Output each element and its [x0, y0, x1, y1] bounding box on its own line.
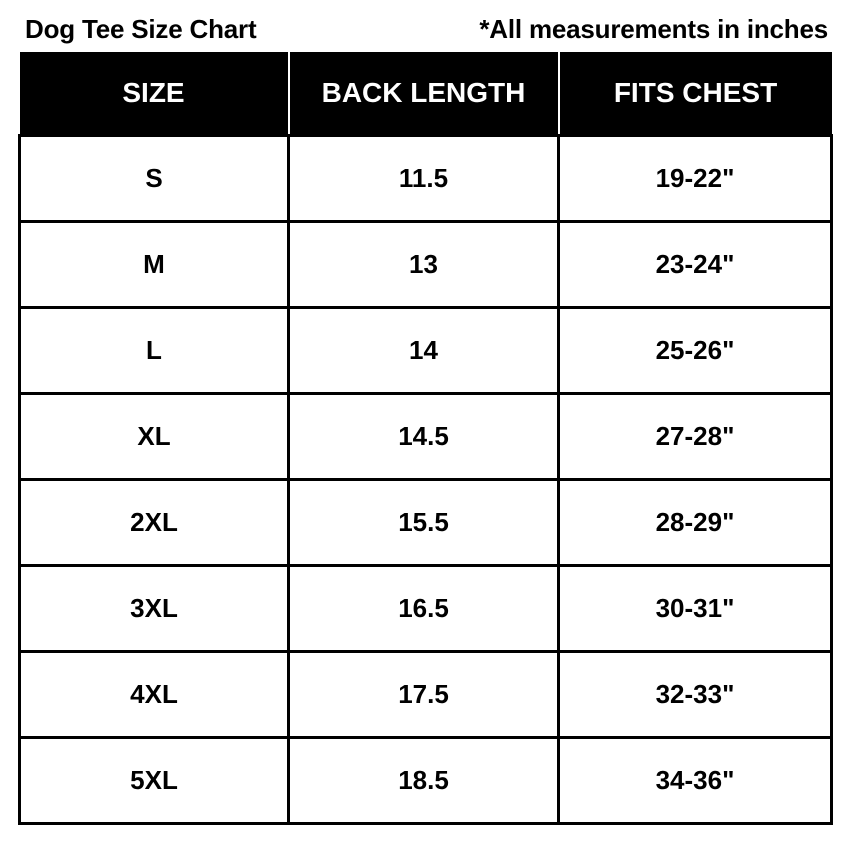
header-fits-chest: FITS CHEST — [557, 52, 832, 136]
table-row: 2XL 15.5 28-29" — [18, 478, 833, 567]
cell-back-length: 18.5 — [287, 736, 560, 825]
measurement-note: *All measurements in inches — [479, 14, 828, 44]
table-row: 3XL 16.5 30-31" — [18, 564, 833, 653]
cell-back-length: 16.5 — [287, 564, 560, 653]
cell-back-length: 11.5 — [287, 134, 560, 223]
table-row: M 13 23-24" — [18, 220, 833, 309]
cell-back-length: 14.5 — [287, 392, 560, 481]
table-row: 4XL 17.5 32-33" — [18, 650, 833, 739]
table-row: L 14 25-26" — [18, 306, 833, 395]
cell-fits-chest: 23-24" — [557, 220, 833, 309]
cell-size: M — [18, 220, 290, 309]
cell-size: L — [18, 306, 290, 395]
chart-title: Dog Tee Size Chart — [25, 14, 257, 44]
size-chart-table: SIZE BACK LENGTH FITS CHEST S 11.5 19-22" M… — [18, 52, 833, 825]
cell-fits-chest: 30-31" — [557, 564, 833, 653]
cell-fits-chest: 32-33" — [557, 650, 833, 739]
cell-back-length: 14 — [287, 306, 560, 395]
cell-size: 5XL — [18, 736, 290, 825]
header-row: SIZE BACK LENGTH FITS CHEST — [19, 52, 832, 136]
header-size: SIZE — [19, 52, 289, 136]
cell-size: S — [18, 134, 290, 223]
cell-fits-chest: 34-36" — [557, 736, 833, 825]
cell-back-length: 15.5 — [287, 478, 560, 567]
cell-fits-chest: 27-28" — [557, 392, 833, 481]
cell-fits-chest: 28-29" — [557, 478, 833, 567]
cell-back-length: 17.5 — [287, 650, 560, 739]
cell-size: 4XL — [18, 650, 290, 739]
table-body: S 11.5 19-22" M 13 23-24" L 14 25-26" XL 14.5 27-28… — [18, 134, 833, 825]
table-row: 5XL 18.5 34-36" — [18, 736, 833, 825]
cell-size: 3XL — [18, 564, 290, 653]
cell-size: 2XL — [18, 478, 290, 567]
cell-size: XL — [18, 392, 290, 481]
table-row: XL 14.5 27-28" — [18, 392, 833, 481]
header-back-length: BACK LENGTH — [287, 52, 559, 136]
table-row: S 11.5 19-22" — [18, 134, 833, 223]
cell-fits-chest: 19-22" — [557, 134, 833, 223]
cell-fits-chest: 25-26" — [557, 306, 833, 395]
cell-back-length: 13 — [287, 220, 560, 309]
